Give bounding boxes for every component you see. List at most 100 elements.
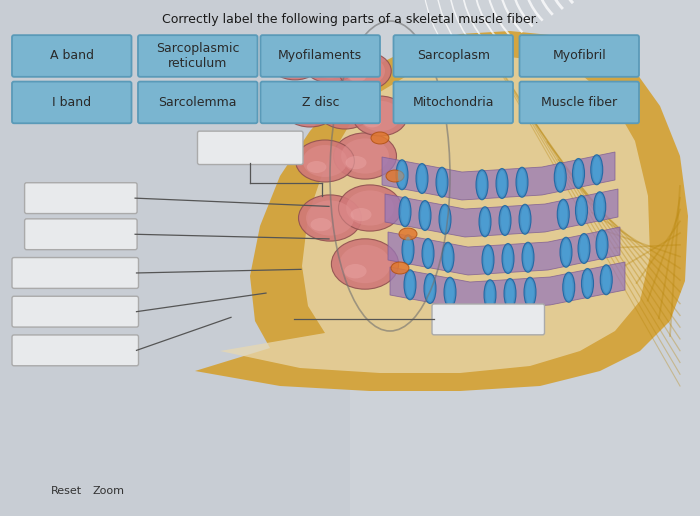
Text: Sarcoplasmic
reticulum: Sarcoplasmic reticulum — [156, 42, 239, 70]
Ellipse shape — [439, 204, 451, 234]
Ellipse shape — [479, 207, 491, 237]
Ellipse shape — [521, 206, 529, 232]
Ellipse shape — [598, 232, 606, 258]
Ellipse shape — [424, 240, 432, 266]
FancyBboxPatch shape — [138, 82, 258, 123]
Ellipse shape — [442, 242, 454, 272]
Ellipse shape — [306, 200, 354, 236]
Ellipse shape — [396, 160, 408, 190]
Ellipse shape — [311, 218, 332, 231]
FancyBboxPatch shape — [260, 35, 380, 77]
Ellipse shape — [498, 170, 506, 197]
Ellipse shape — [504, 279, 516, 309]
Ellipse shape — [349, 71, 366, 82]
Ellipse shape — [504, 246, 512, 271]
Ellipse shape — [524, 277, 536, 307]
Ellipse shape — [484, 280, 496, 310]
Ellipse shape — [476, 170, 488, 200]
Ellipse shape — [339, 52, 391, 90]
Ellipse shape — [399, 228, 417, 240]
Ellipse shape — [602, 267, 610, 293]
Ellipse shape — [573, 158, 584, 188]
Ellipse shape — [496, 169, 508, 199]
Ellipse shape — [426, 276, 434, 301]
Ellipse shape — [584, 270, 592, 297]
Ellipse shape — [556, 164, 564, 190]
Polygon shape — [382, 152, 615, 200]
Ellipse shape — [345, 57, 385, 86]
Polygon shape — [220, 56, 650, 373]
Ellipse shape — [404, 237, 412, 263]
Ellipse shape — [293, 106, 312, 118]
Ellipse shape — [526, 279, 534, 305]
Ellipse shape — [441, 206, 449, 232]
Ellipse shape — [516, 167, 528, 197]
Ellipse shape — [591, 155, 603, 185]
Ellipse shape — [404, 270, 416, 300]
Ellipse shape — [575, 196, 587, 225]
Ellipse shape — [554, 162, 566, 192]
Ellipse shape — [340, 245, 391, 283]
Ellipse shape — [401, 199, 409, 225]
Ellipse shape — [422, 238, 434, 268]
Ellipse shape — [506, 281, 514, 307]
Polygon shape — [0, 0, 350, 516]
Ellipse shape — [486, 282, 494, 308]
Ellipse shape — [436, 167, 448, 197]
Ellipse shape — [499, 205, 511, 235]
FancyBboxPatch shape — [393, 82, 513, 123]
FancyBboxPatch shape — [393, 35, 513, 77]
Ellipse shape — [582, 268, 594, 298]
Ellipse shape — [298, 195, 361, 241]
Ellipse shape — [562, 239, 570, 265]
Ellipse shape — [575, 160, 582, 186]
Ellipse shape — [557, 199, 569, 229]
Ellipse shape — [601, 265, 612, 295]
Ellipse shape — [275, 46, 315, 75]
Ellipse shape — [344, 264, 367, 279]
Text: Reset: Reset — [51, 487, 82, 496]
FancyBboxPatch shape — [138, 35, 258, 77]
Ellipse shape — [331, 239, 398, 289]
FancyBboxPatch shape — [12, 35, 132, 77]
FancyBboxPatch shape — [25, 183, 137, 214]
Ellipse shape — [482, 245, 494, 275]
FancyBboxPatch shape — [12, 296, 139, 327]
Ellipse shape — [302, 145, 347, 177]
Ellipse shape — [519, 204, 531, 234]
Ellipse shape — [478, 172, 486, 198]
FancyBboxPatch shape — [260, 82, 380, 123]
Text: Myofilaments: Myofilaments — [278, 50, 363, 62]
Ellipse shape — [580, 235, 588, 262]
FancyBboxPatch shape — [12, 257, 139, 288]
Ellipse shape — [346, 190, 394, 225]
FancyBboxPatch shape — [12, 335, 139, 366]
Ellipse shape — [328, 108, 346, 120]
Ellipse shape — [596, 230, 608, 260]
Ellipse shape — [559, 201, 567, 227]
Ellipse shape — [346, 156, 367, 169]
Text: Myofibril: Myofibril — [552, 50, 606, 62]
Text: Correctly label the following parts of a skeletal muscle fiber.: Correctly label the following parts of a… — [162, 13, 538, 26]
Ellipse shape — [596, 194, 603, 220]
Ellipse shape — [424, 273, 436, 303]
Ellipse shape — [353, 96, 407, 136]
Ellipse shape — [481, 209, 489, 235]
Text: Zoom: Zoom — [92, 487, 125, 496]
Ellipse shape — [563, 272, 575, 302]
Ellipse shape — [484, 247, 492, 273]
Ellipse shape — [594, 192, 606, 222]
Ellipse shape — [288, 90, 332, 122]
Ellipse shape — [560, 237, 572, 267]
Ellipse shape — [446, 279, 454, 305]
Ellipse shape — [391, 262, 409, 274]
Ellipse shape — [351, 208, 372, 221]
FancyBboxPatch shape — [197, 131, 303, 165]
Text: Muscle fiber: Muscle fiber — [541, 96, 617, 109]
Text: I band: I band — [52, 96, 91, 109]
Text: A band: A band — [50, 50, 94, 62]
FancyBboxPatch shape — [519, 82, 639, 123]
Ellipse shape — [444, 244, 452, 270]
FancyBboxPatch shape — [432, 304, 545, 335]
Ellipse shape — [307, 161, 326, 173]
